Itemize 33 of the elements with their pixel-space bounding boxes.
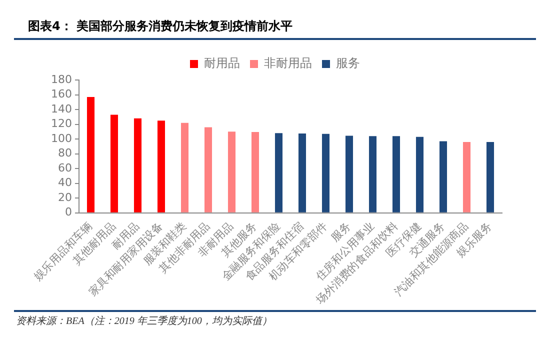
bar: [180, 122, 189, 212]
y-tick-label: 100: [50, 132, 72, 145]
legend-label: 服务: [336, 56, 360, 70]
bar: [228, 132, 236, 212]
bar: [86, 96, 95, 212]
bar: [298, 134, 306, 212]
bar: [392, 136, 400, 212]
y-tick-label: 180: [50, 72, 72, 86]
y-tick-label: 140: [50, 102, 72, 116]
bar: [157, 120, 166, 212]
bar: [274, 133, 283, 212]
y-tick-label: 20: [58, 190, 72, 204]
legend-label: 耐用品: [204, 56, 240, 70]
y-tick-label: 40: [58, 176, 72, 190]
bar: [134, 118, 142, 212]
y-tick-label: 80: [58, 146, 72, 160]
bar: [322, 134, 330, 212]
y-tick-label: 120: [50, 117, 72, 130]
bar: [204, 127, 212, 212]
y-tick-label: 160: [50, 88, 72, 101]
text: 资料来源：BEA（注：2019 年三季度为100，均为实际值）: [16, 314, 273, 328]
bar: [439, 141, 448, 212]
legend-label: 非耐用品: [264, 56, 312, 70]
bar: [462, 142, 471, 212]
bar: [110, 114, 118, 212]
bar: [368, 136, 377, 212]
bar: [486, 142, 494, 212]
bar: [251, 132, 260, 212]
y-tick-label: 60: [58, 161, 72, 174]
bar: [416, 136, 424, 212]
chart-title: 图表4： 美国部分服务消费仍未恢复到疫情前水平: [14, 8, 536, 40]
bar: [345, 136, 354, 212]
y-tick-label: 0: [64, 206, 72, 219]
